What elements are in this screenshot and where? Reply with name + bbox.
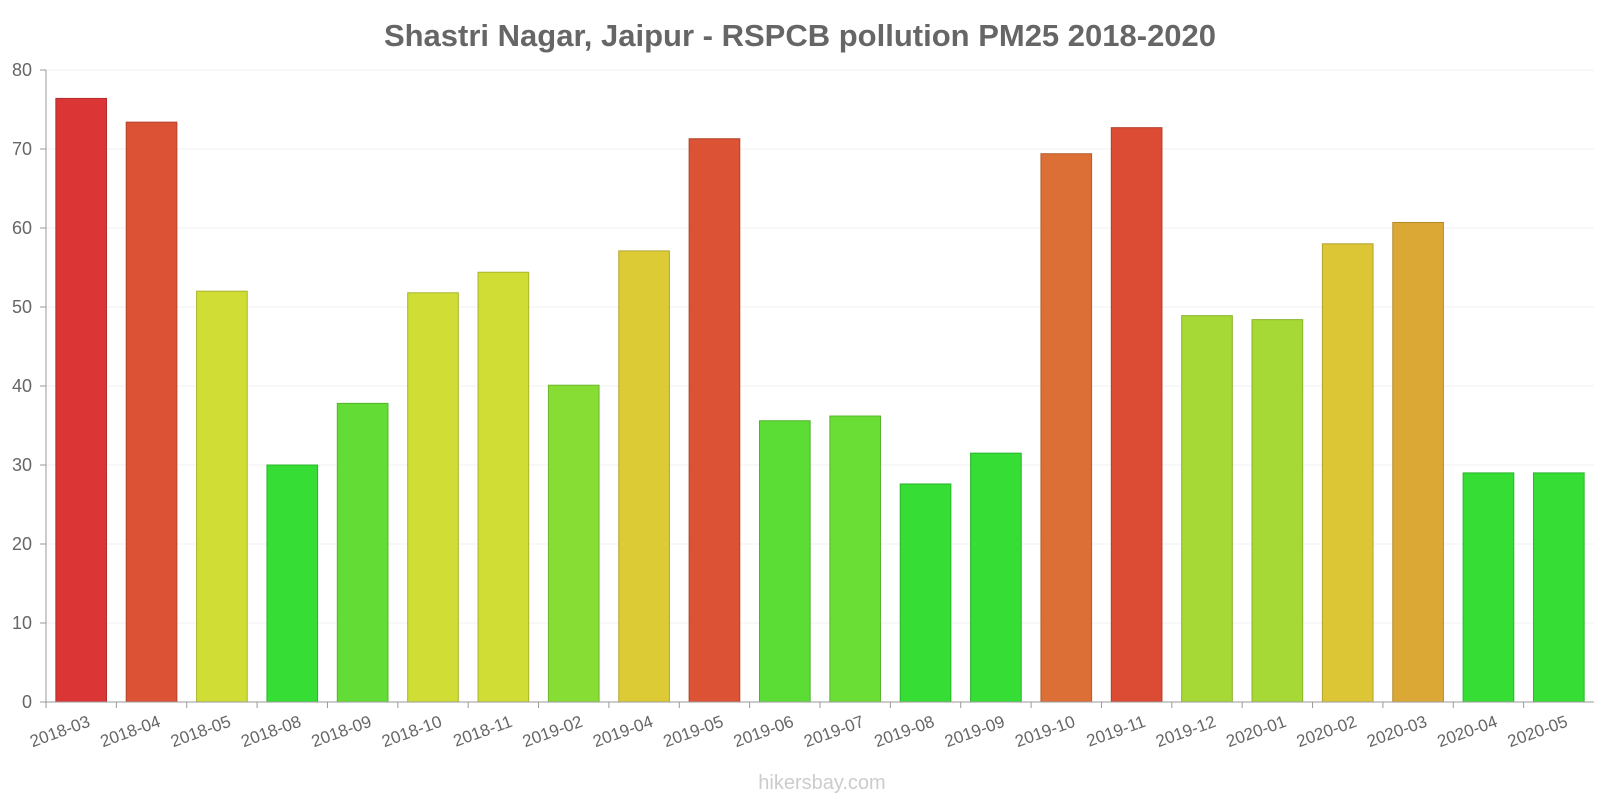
y-tick-label: 30 <box>12 455 32 475</box>
x-tick-label: 2018-04 <box>98 712 163 751</box>
x-tick-label: 2020-01 <box>1224 712 1289 751</box>
bar-2019-07 <box>829 415 882 703</box>
x-tick-label: 2020-05 <box>1505 712 1570 751</box>
bar-2018-05 <box>196 290 248 703</box>
bar-series <box>55 97 1585 703</box>
x-tick-label: 2019-05 <box>661 712 726 751</box>
bar-2018-09 <box>336 402 389 703</box>
y-tick-label: 20 <box>12 534 32 554</box>
bar-2019-12 <box>1181 315 1233 703</box>
site-credit: hikersbay.com <box>758 772 885 794</box>
x-tick-label: 2019-11 <box>1084 712 1148 751</box>
x-tick-label: 2019-09 <box>942 712 1007 751</box>
y-tick-label: 80 <box>12 60 32 80</box>
y-tick-label: 40 <box>12 376 32 396</box>
x-tick-label: 2019-04 <box>590 712 655 751</box>
x-tick-label: 2018-08 <box>239 712 304 751</box>
y-tick-label: 70 <box>12 139 32 159</box>
x-tick-label: 2020-04 <box>1435 712 1500 751</box>
bar-2020-01 <box>1251 319 1304 703</box>
bar-2020-02 <box>1321 243 1374 703</box>
y-tick-label: 50 <box>12 297 32 317</box>
bar-2018-03 <box>55 97 108 703</box>
x-tick-label: 2018-09 <box>309 712 374 751</box>
bar-2019-09 <box>970 452 1022 703</box>
x-tick-label: 2020-02 <box>1294 712 1359 751</box>
bar-2019-08 <box>899 483 952 703</box>
bar-2019-10 <box>1040 153 1093 703</box>
bar-2019-04 <box>618 250 670 703</box>
x-tick-label: 2018-10 <box>379 712 444 751</box>
chart-title: Shastri Nagar, Jaipur - RSPCB pollution … <box>384 18 1216 53</box>
bar-2018-08 <box>266 464 319 703</box>
x-tick-label: 2019-10 <box>1013 712 1078 751</box>
bar-2020-04 <box>1462 472 1515 703</box>
bar-2019-06 <box>758 420 811 703</box>
x-axis-ticks: 2018-03 2018-04 2018-05 2018-08 2018-09 2018-… <box>27 702 1570 751</box>
x-tick-label: 2019-08 <box>872 712 937 751</box>
bar-2019-02 <box>547 384 600 703</box>
y-axis-ticks: 0 10 20 30 40 50 60 70 80 <box>12 60 46 712</box>
x-tick-label: 2020-03 <box>1364 712 1429 751</box>
x-tick-label: 2018-03 <box>27 712 92 751</box>
x-tick-label: 2019-07 <box>801 712 866 751</box>
bar-2018-11 <box>477 271 530 703</box>
x-tick-label: 2019-12 <box>1153 712 1218 751</box>
bar-2018-10 <box>407 292 459 703</box>
y-tick-label: 0 <box>22 692 32 712</box>
y-tick-label: 60 <box>12 218 32 238</box>
bar-2018-04 <box>125 121 178 703</box>
y-tick-label: 10 <box>12 613 32 633</box>
bar-2019-05 <box>688 138 741 703</box>
bar-2019-11 <box>1110 127 1163 703</box>
x-tick-label: 2019-02 <box>520 712 585 751</box>
x-tick-label: 2018-05 <box>168 712 233 751</box>
bar-2020-03 <box>1392 221 1444 703</box>
x-tick-label: 2018-11 <box>451 712 515 751</box>
bar-2020-05 <box>1532 472 1585 703</box>
x-tick-label: 2019-06 <box>731 712 796 751</box>
